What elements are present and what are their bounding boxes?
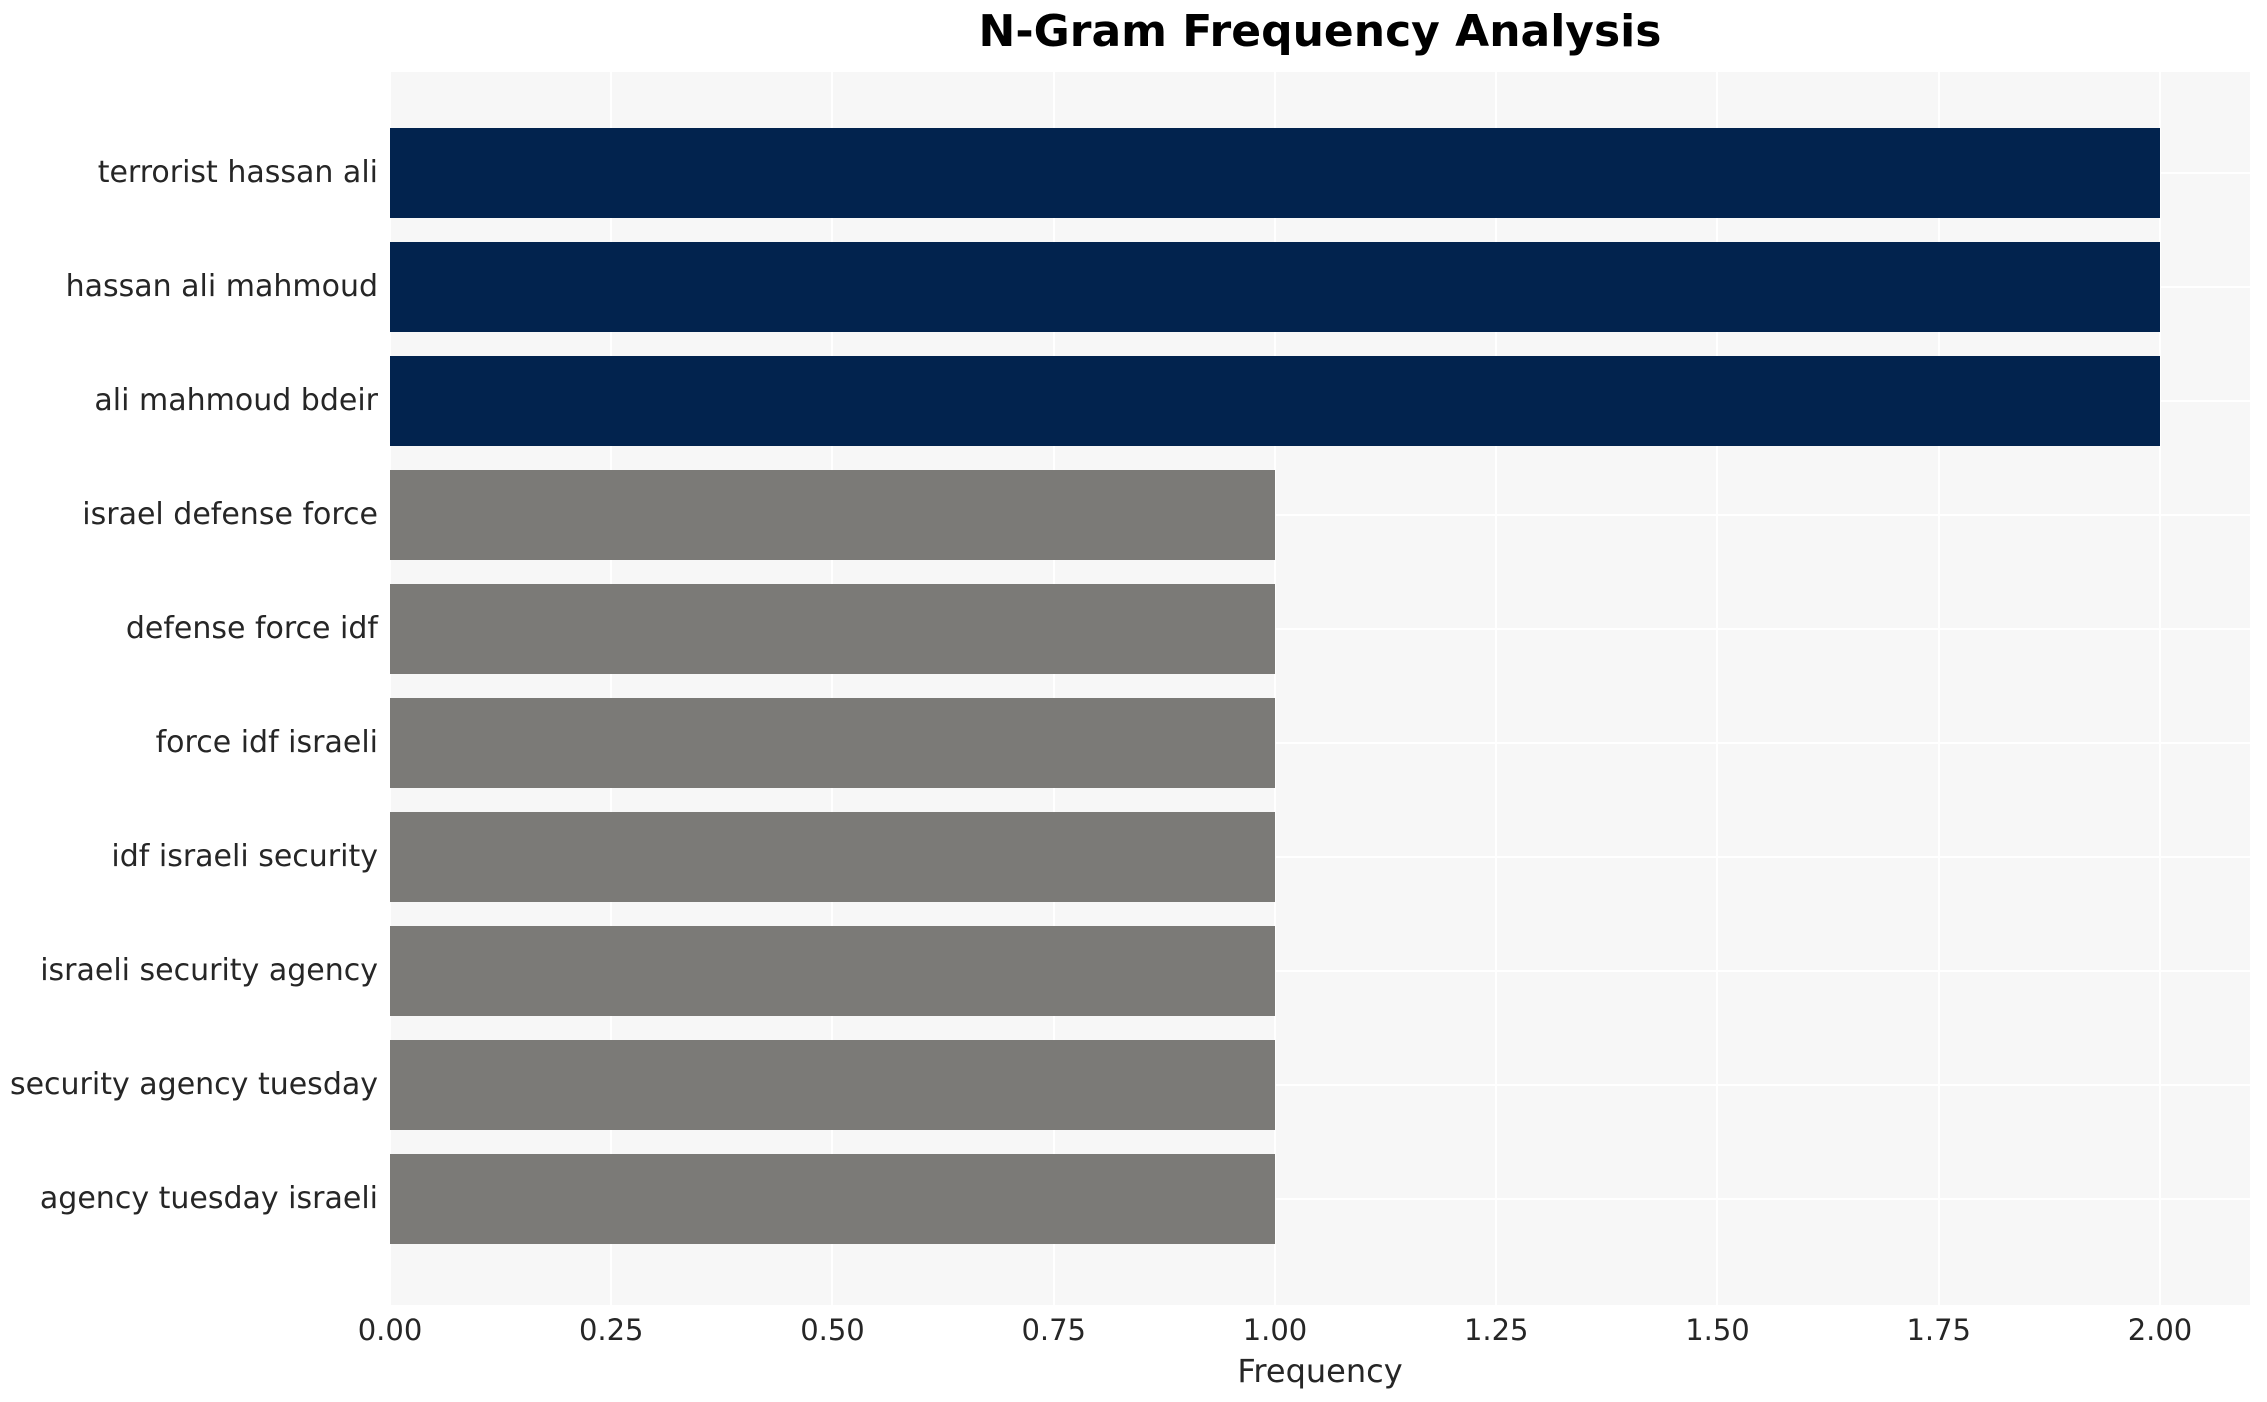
horizontal-gridline [390, 1084, 2250, 1086]
horizontal-gridline [390, 742, 2250, 744]
bar [390, 584, 1275, 674]
y-tick-label: agency tuesday israeli [39, 1181, 378, 1216]
x-tick-label: 0.75 [1021, 1313, 1087, 1347]
y-tick-label: israel defense force [82, 497, 378, 532]
bar [390, 356, 2160, 446]
horizontal-gridline [390, 856, 2250, 858]
y-tick-label: force idf israeli [155, 725, 378, 760]
bar [390, 128, 2160, 218]
horizontal-gridline [390, 1198, 2250, 1200]
x-axis-label: Frequency [1237, 1352, 1403, 1390]
y-tick-label: hassan ali mahmoud [65, 269, 378, 304]
x-tick-label: 1.00 [1242, 1313, 1308, 1347]
y-tick-label: defense force idf [125, 611, 378, 646]
y-axis: terrorist hassan ali hassan ali mahmoud al… [0, 72, 378, 1305]
vertical-gridline [2158, 72, 2161, 1305]
y-tick-label: ali mahmoud bdeir [94, 383, 378, 418]
horizontal-gridline [390, 628, 2250, 630]
bar [390, 1040, 1275, 1130]
vertical-gridline [831, 72, 834, 1305]
bar [390, 698, 1275, 788]
bar [390, 470, 1275, 560]
bar [390, 812, 1275, 902]
x-tick-label: 1.75 [1906, 1313, 1972, 1347]
x-tick-label: 0.50 [800, 1313, 865, 1347]
vertical-gridline [1052, 72, 1055, 1305]
y-tick-label: security agency tuesday [9, 1067, 378, 1102]
x-tick-label: 1.25 [1463, 1313, 1529, 1347]
horizontal-gridline [390, 514, 2250, 516]
y-tick-label: israeli security agency [40, 953, 378, 988]
vertical-gridline [610, 72, 613, 1305]
vertical-gridline [1716, 72, 1719, 1305]
x-axis: 0.00 0.25 0.50 0.75 1.00 1.25 1.50 1.75 2.00 [0, 1313, 2267, 1353]
bar [390, 926, 1275, 1016]
horizontal-gridline [390, 970, 2250, 972]
vertical-gridline [1495, 72, 1498, 1305]
x-tick-label: 0.00 [357, 1313, 423, 1347]
vertical-gridline [1273, 72, 1276, 1305]
vertical-gridline [389, 72, 391, 1305]
vertical-gridline [1937, 72, 1940, 1305]
x-tick-label: 1.50 [1685, 1313, 1750, 1347]
chart-title: N-Gram Frequency Analysis [978, 6, 1662, 57]
x-tick-label: 2.00 [2127, 1313, 2193, 1347]
plot-area [389, 72, 2250, 1305]
bar [390, 1154, 1275, 1244]
bar [390, 242, 2160, 332]
x-tick-label: 0.25 [578, 1313, 644, 1347]
y-tick-label: idf israeli security [111, 839, 378, 874]
y-tick-label: terrorist hassan ali [97, 155, 378, 190]
